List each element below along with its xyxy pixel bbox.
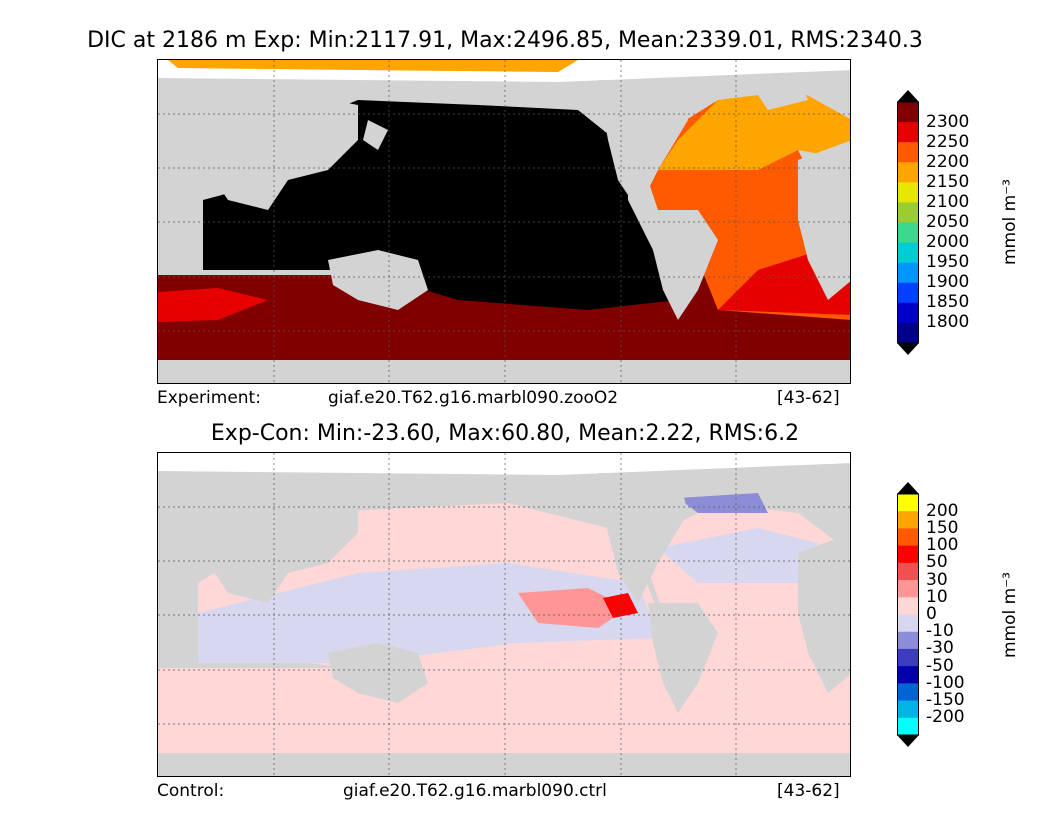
bottom-colorbar-tick-label: 150 (926, 517, 959, 538)
top-colorbar-tick-label: 2300 (926, 111, 970, 132)
bottom-colorbar-tick-label: -150 (926, 690, 965, 711)
top-colorbar-tick-label: 2100 (926, 191, 970, 212)
experiment-map (157, 59, 851, 384)
top-colorbar-segment (897, 302, 919, 324)
top-colorbar-segment (897, 202, 919, 223)
top-colorbar-tick-label: 2250 (926, 131, 970, 152)
top-colorbar-segment (897, 102, 919, 123)
difference-colorbar (897, 482, 919, 747)
bottom-colorbar-tick-label: 50 (926, 552, 948, 573)
control-case-name: giaf.e20.T62.g16.marbl090.ctrl (343, 781, 607, 801)
bottom-colorbar-segment (897, 511, 919, 529)
top-colorbar-segment (897, 322, 919, 344)
control-years: [43-62] (777, 781, 840, 801)
bottom-colorbar-segment (897, 545, 919, 564)
bottom-colorbar-tick-label: -50 (926, 655, 954, 676)
difference-colorbar-unit: mmol m⁻³ (1000, 572, 1020, 658)
control-footer-label: Control: (157, 781, 225, 801)
top-colorbar-tick-label: 2000 (926, 232, 970, 253)
bottom-colorbar-tick-label: 10 (926, 586, 948, 607)
difference-map-graphic (158, 453, 850, 776)
top-colorbar-segment (897, 222, 919, 244)
difference-map (157, 452, 851, 777)
experiment-footer-label: Experiment: (157, 388, 261, 408)
bottom-colorbar-segment (897, 528, 919, 547)
bottom-colorbar-segment (897, 562, 919, 581)
experiment-colorbar-unit: mmol m⁻³ (1000, 179, 1020, 265)
bottom-colorbar-tick-label: -10 (926, 621, 954, 642)
bottom-colorbar-segment (897, 631, 919, 650)
bottom-colorbar-segment (897, 666, 919, 684)
top-colorbar-tick-label: 1950 (926, 252, 970, 273)
bottom-colorbar-tick-label: 30 (926, 569, 948, 590)
top-colorbar-tick-label: 1900 (926, 272, 970, 293)
bottom-colorbar-segment (897, 717, 919, 736)
top-colorbar-segment (897, 162, 919, 183)
top-colorbar-tick-label: 2150 (926, 171, 970, 192)
top-map-title: DIC at 2186 m Exp: Min:2117.91, Max:2496… (87, 28, 923, 53)
top-colorbar-over-extension (897, 90, 919, 102)
bottom-colorbar-under-extension (897, 735, 919, 747)
bottom-colorbar-tick-label: -200 (926, 707, 965, 728)
bottom-colorbar-segment (897, 580, 919, 598)
experiment-case-name: giaf.e20.T62.g16.marbl090.zooO2 (328, 388, 619, 408)
top-colorbar-segment (897, 122, 919, 143)
top-colorbar-outline (897, 101, 919, 344)
bottom-map-title: Exp-Con: Min:-23.60, Max:60.80, Mean:2.2… (210, 421, 800, 446)
top-colorbar-segment (897, 262, 919, 284)
bottom-colorbar-segment (897, 494, 919, 512)
experiment-colorbar (897, 90, 919, 355)
experiment-map-graphic (158, 60, 850, 383)
top-colorbar-tick-label: 1800 (926, 312, 970, 333)
top-colorbar-segment (897, 282, 919, 304)
experiment-colorbar-graphic (897, 90, 919, 355)
bottom-colorbar-tick-label: 0 (926, 604, 937, 624)
bottom-colorbar-tick-label: 200 (926, 500, 959, 521)
top-colorbar-tick-label: 2050 (926, 212, 970, 232)
top-colorbar-segment (897, 182, 919, 203)
top-colorbar-tick-label: 1850 (926, 292, 970, 313)
bottom-colorbar-over-extension (897, 482, 919, 494)
top-colorbar-under-extension (897, 343, 919, 355)
bottom-colorbar-tick-label: 100 (926, 535, 959, 556)
bottom-colorbar-segment (897, 614, 919, 633)
bottom-colorbar-segment (897, 648, 919, 667)
top-colorbar-tick-label: 2200 (926, 151, 970, 172)
bottom-colorbar-outline (897, 493, 919, 736)
experiment-years: [43-62] (777, 388, 840, 408)
bottom-colorbar-segment (897, 683, 919, 702)
bottom-colorbar-segment (897, 700, 919, 719)
bottom-colorbar-segment (897, 597, 919, 615)
top-colorbar-segment (897, 242, 919, 264)
bottom-colorbar-tick-label: -30 (926, 638, 954, 659)
bottom-colorbar-tick-label: -100 (926, 672, 965, 693)
difference-colorbar-graphic (897, 482, 919, 747)
top-colorbar-segment (897, 142, 919, 163)
